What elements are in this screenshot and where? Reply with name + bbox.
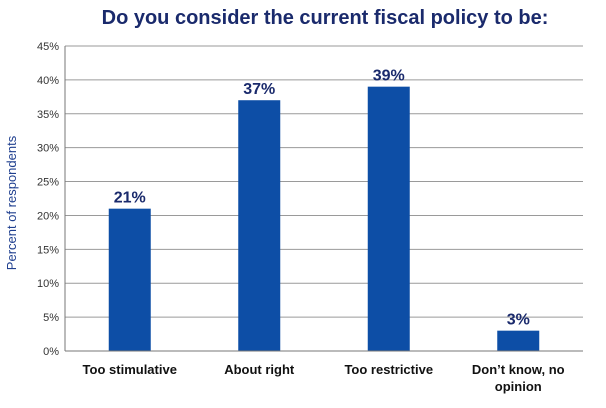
x-tick-label: Too stimulative bbox=[83, 362, 177, 377]
gridlines bbox=[65, 45, 583, 318]
y-tick-label: 35% bbox=[37, 109, 59, 121]
y-tick-label: 25% bbox=[37, 177, 59, 189]
bar bbox=[108, 208, 151, 351]
data-label: 39% bbox=[373, 68, 405, 85]
x-tick-label: Too restrictive bbox=[344, 362, 433, 377]
data-label: 21% bbox=[114, 190, 146, 207]
data-label: 3% bbox=[507, 312, 530, 329]
y-tick-label: 5% bbox=[43, 312, 59, 324]
y-tick-label: 10% bbox=[37, 278, 59, 290]
y-tick-label: 40% bbox=[37, 75, 59, 87]
y-tick-label: 30% bbox=[37, 143, 59, 155]
y-tick-label: 20% bbox=[37, 210, 59, 222]
data-label: 37% bbox=[243, 81, 275, 98]
y-tick-label: 0% bbox=[43, 346, 59, 358]
y-tick-label: 45% bbox=[37, 41, 59, 53]
y-axis-label: Percent of respondents bbox=[4, 135, 19, 270]
data-labels: 21% 37% 39% 3% bbox=[114, 68, 530, 329]
bars bbox=[108, 86, 540, 352]
bar bbox=[238, 100, 281, 351]
chart-title: Do you consider the current fiscal polic… bbox=[102, 7, 549, 29]
x-tick-label: Don’t know, no opinion bbox=[472, 362, 565, 394]
axes bbox=[64, 46, 583, 352]
x-tick-label: About right bbox=[224, 362, 295, 377]
y-axis-ticks: 0% 5% 10% 15% 20% 25% 30% 35% 40% 45% bbox=[37, 41, 59, 358]
y-tick-label: 15% bbox=[37, 244, 59, 256]
x-axis-ticks: Too stimulative About right Too restrictiv… bbox=[83, 362, 565, 394]
bar bbox=[367, 86, 410, 352]
bar bbox=[497, 330, 540, 351]
